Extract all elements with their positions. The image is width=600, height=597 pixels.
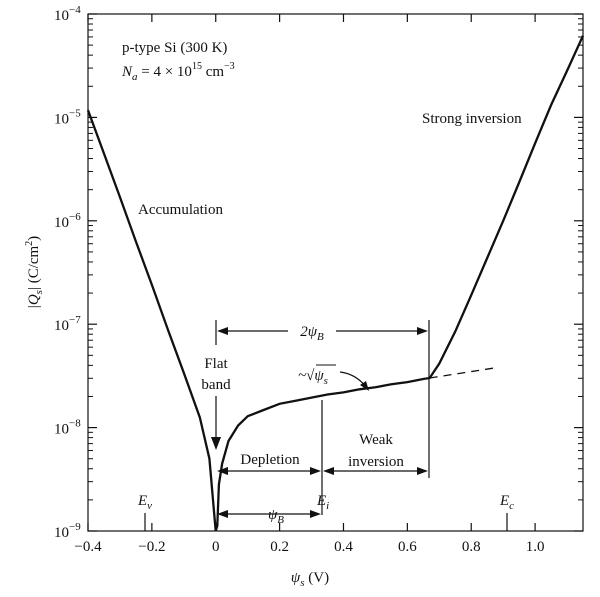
depletion-arrowhead-right (310, 467, 321, 475)
ev-label: Ev (137, 493, 152, 512)
depletion-arrowhead-left (217, 467, 228, 475)
strong-inversion-label: Strong inversion (422, 111, 522, 127)
svg-text:|Qs| (C/cm2): |Qs| (C/cm2) (24, 236, 45, 308)
x-tick-label: −0.4 (74, 539, 102, 555)
depletion-label: Depletion (240, 452, 300, 468)
x-tick-label: 0.8 (462, 539, 481, 555)
qs-curve (86, 35, 585, 532)
ei-label: Ei (316, 493, 329, 512)
two-psi-b-arrowhead-left (217, 327, 228, 335)
psi-b-arrowhead-left (217, 510, 228, 518)
weak-inversion-arrowhead-left (323, 467, 334, 475)
y-tick-label: 10−7 (54, 314, 81, 334)
sqrt-psi-label: ~√ψs (298, 368, 328, 387)
two-psi-b-arrowhead-right (417, 327, 428, 335)
flat-band-arrowhead (211, 437, 221, 450)
doping-label: Na = 4 × 1015 cm−3 (121, 61, 235, 83)
y-tick-label: 10−4 (54, 4, 81, 24)
y-tick-label: 10−5 (54, 107, 81, 127)
plot-frame (87, 13, 584, 532)
x-tick-label: 0.4 (334, 539, 353, 555)
weak-inversion-arrowhead-right (417, 467, 428, 475)
ec-label: Ec (499, 493, 514, 512)
y-tick-label: 10−8 (54, 418, 81, 438)
y-tick-label: 10−9 (54, 521, 81, 541)
x-tick-label: −0.2 (138, 539, 165, 555)
weak-inversion-label-line2: inversion (348, 454, 404, 470)
accumulation-label: Accumulation (138, 202, 223, 218)
material-label: p-type Si (300 K) (122, 40, 227, 56)
x-tick-label: 0 (212, 539, 220, 555)
psi-b-arrowhead-right (310, 510, 321, 518)
sqrt-extrapolation-line (429, 366, 497, 379)
x-tick-label: 0.6 (398, 539, 417, 555)
x-tick-label: 0.2 (270, 539, 289, 555)
y-axis-title: |Qs| (C/cm2) (24, 236, 45, 308)
two-psi-b-label: 2ψB (300, 324, 324, 343)
y-tick-label: 10−6 (54, 211, 81, 231)
x-axis-title: ψs (V) (291, 570, 329, 589)
sqrt-pointer-arrowhead (360, 381, 369, 391)
flat-band-label-line2: band (201, 377, 231, 393)
psi-b-label: ψB (268, 507, 284, 526)
weak-inversion-label-line1: Weak (359, 432, 393, 448)
flat-band-label-line1: Flat (204, 356, 228, 372)
x-tick-label: 1.0 (526, 539, 545, 555)
